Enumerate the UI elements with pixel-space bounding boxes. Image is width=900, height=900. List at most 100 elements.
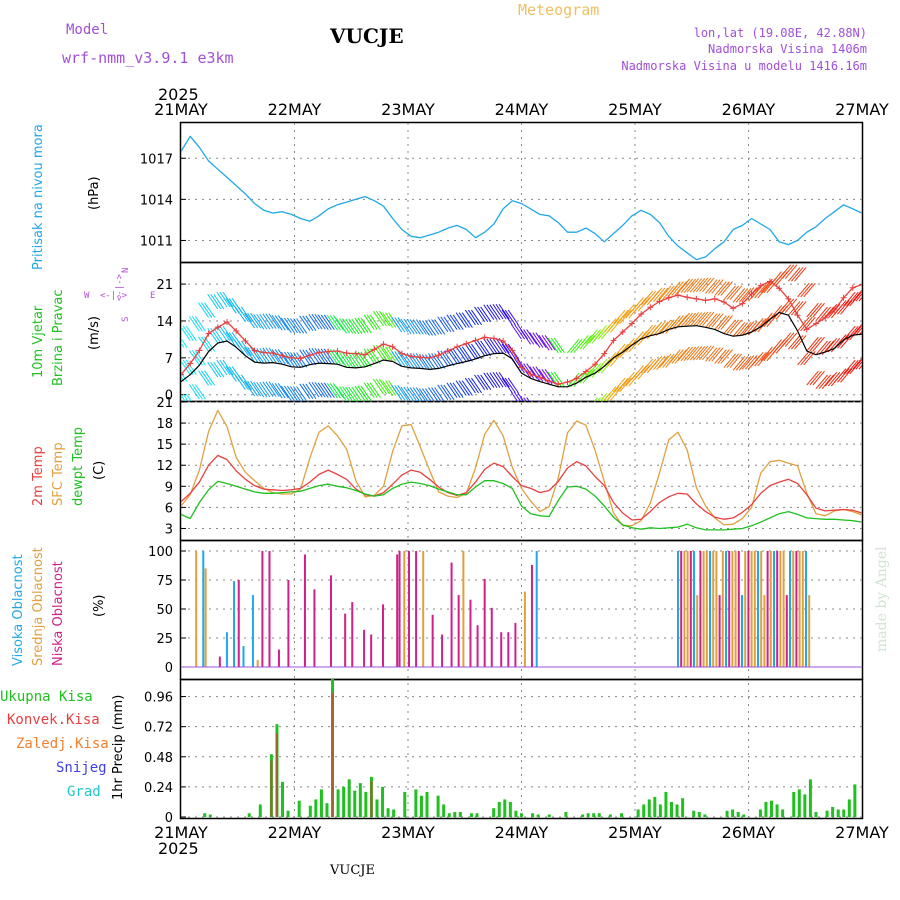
wind-barb [717,315,730,330]
wind-barb [668,281,681,296]
wind-barb [382,312,394,328]
y-tick-label: 0 [165,389,173,404]
wind-barb [784,332,798,347]
wind-barb [498,371,510,388]
pressure-axis-label: Pritisak na nivou mora [31,124,46,270]
wind-barb [815,374,828,390]
wind-barb [474,306,486,323]
pressure-unit: (hPa) [87,176,102,210]
wind-barb [480,374,492,391]
wind-barb [538,369,550,385]
precip-bar [581,814,585,817]
wind-barb [394,351,406,367]
wind-barb [360,385,372,401]
wind-barb [812,370,825,386]
wind-barb [803,282,816,298]
precip-bar [586,813,590,817]
wind-barb [464,377,476,394]
precip-bar [703,814,707,817]
wind-barb [619,309,632,325]
wind-barb [198,302,210,318]
wind-barb [720,349,733,364]
wind-barb [265,381,277,397]
wind-barb [182,325,194,341]
wind-barb [858,330,862,336]
pressure-line [181,135,862,261]
wind-barb [726,319,740,334]
wind-barb [806,302,819,318]
wind-barb [339,318,351,334]
wind-barb [738,356,752,371]
cloud-bar [798,551,801,667]
cloud-unit: (%) [92,595,107,618]
wind-barb [240,374,252,391]
wind-barb [680,278,693,294]
wind-barb [461,346,473,362]
wind-barb [837,300,850,315]
cloud-bar [202,551,205,667]
wind-barb [717,281,730,296]
wind-barb [837,368,850,383]
year-label-bottom: 2025 [158,839,199,858]
wind-barb [177,401,187,416]
wind-barb [547,337,559,354]
cloud-bar [715,551,718,667]
precip-bar [770,800,774,817]
wind-barb [714,315,727,330]
y-tick-label: 0.48 [144,751,173,766]
wind-barb [723,319,736,334]
precip-bar [208,814,212,817]
wind-barb [280,351,292,368]
precip-bar [642,804,646,817]
wind-barb [607,318,620,333]
wind-barb [852,357,862,370]
wind-barb [357,385,369,401]
wind-barb [865,354,877,368]
wind-barb [692,278,706,293]
wind-barb [311,313,323,330]
wind-barb [181,376,185,382]
wind-barb [181,346,182,348]
wind-barb [861,367,862,369]
y-tick-label: 3 [165,522,173,537]
wind-barb [317,382,329,398]
wind-barb [299,383,311,399]
wind-barb [868,286,880,300]
wind-barb [219,325,231,342]
cloud-bar [303,554,306,667]
wind-barb [461,312,473,328]
wind-barb [852,323,862,336]
wind-barb [597,397,601,401]
precip-bar [669,801,673,817]
wind-barb [729,285,743,300]
bottom-date-label: 27MAY [835,823,889,842]
wind-barb [348,352,360,369]
wind-barb [553,371,565,388]
wind-barb [649,287,663,303]
wind-barb [449,314,461,330]
wind-barb [277,349,289,365]
wind-barb [262,347,274,363]
wind-barb [677,346,690,362]
wind-barb [745,355,758,370]
wind-barb [653,321,666,337]
precip-bar [314,799,318,817]
wind-barb [471,377,483,394]
wind-barb [290,386,302,401]
wind-barb [409,319,421,335]
wind-barb [532,366,544,382]
precip-bar [258,804,262,817]
wind-barb [568,407,580,421]
wind-barb [486,372,498,388]
y-tick-label: 75 [156,574,173,589]
wind-barb [314,313,326,330]
wind-barb [787,335,801,350]
precip-bar [364,791,368,817]
wind-barb [640,358,654,374]
wind-barb [622,371,635,387]
wind-barb [354,385,366,401]
wind-barb [659,285,672,300]
wind-barb [434,387,445,401]
wind-barb [244,380,256,397]
wind-barb [467,309,479,326]
